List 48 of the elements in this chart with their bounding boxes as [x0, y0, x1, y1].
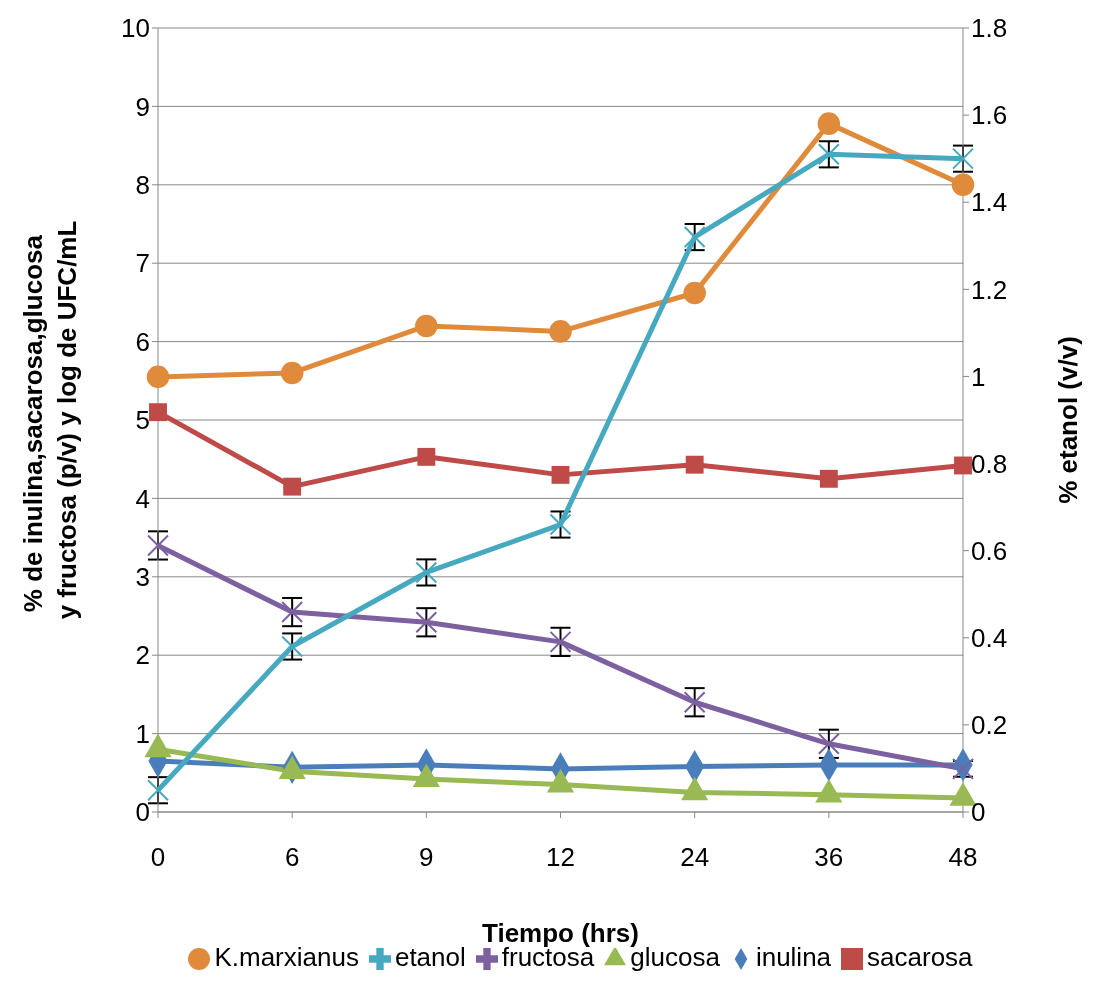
legend-label: K.marxianus	[214, 942, 359, 972]
y2-tick-label: 1.6	[971, 100, 1008, 131]
y2-tick-label: 1.8	[971, 13, 1008, 44]
legend-label: inulina	[755, 942, 832, 972]
point	[417, 447, 436, 466]
legend-label: sacarosa	[867, 942, 973, 972]
legend-label: etanol	[394, 942, 466, 972]
x-tick-label: 12	[546, 842, 575, 873]
point	[551, 465, 570, 484]
y2-tick-label: 0.4	[971, 623, 1008, 654]
point	[683, 281, 706, 305]
y2-tick-label: 1.2	[971, 274, 1008, 305]
y-tick-label: 3	[135, 562, 150, 593]
y-tick-label: 6	[135, 326, 150, 357]
point	[281, 601, 304, 624]
y-tick-label: 5	[135, 405, 150, 436]
y-tick-label: 10	[121, 13, 150, 44]
point	[149, 403, 167, 422]
point	[280, 361, 304, 385]
point	[146, 365, 170, 389]
x-tick-label: 48	[948, 842, 978, 873]
x-tick-label: 36	[814, 842, 844, 873]
y-tick-label: 7	[135, 248, 150, 279]
y2-tick-label: 0	[971, 797, 986, 828]
y-tick-label: 0	[135, 797, 150, 828]
y2-tick-label: 1.4	[971, 187, 1008, 218]
point	[685, 455, 704, 474]
y-tick-label: 1	[135, 718, 150, 749]
y2-tick-label: 0.2	[971, 710, 1008, 741]
y-tick-label: 9	[135, 91, 150, 122]
y2-axis-title: % etanol (v/v)	[1053, 336, 1084, 504]
y-tick-label: 8	[135, 170, 150, 201]
point	[549, 320, 572, 343]
x-tick-label: 6	[284, 842, 300, 873]
point	[817, 112, 841, 135]
y-axis-title: % de inulina,sacarosa,glucosa y fructosa (p/v) y log de UFC/mL	[18, 220, 82, 620]
point	[954, 456, 972, 475]
y-tick-label: 2	[135, 640, 150, 671]
x-tick-label: 9	[419, 842, 434, 873]
point	[819, 469, 838, 488]
y2-tick-label: 0.6	[971, 535, 1008, 566]
y2-tick-label: 1	[971, 361, 986, 392]
point	[283, 477, 302, 496]
y2-tick-label: 0.8	[971, 448, 1008, 479]
point	[415, 314, 438, 338]
x-tick-label: 24	[680, 842, 710, 873]
point	[951, 173, 975, 197]
y-tick-label: 4	[135, 483, 150, 514]
